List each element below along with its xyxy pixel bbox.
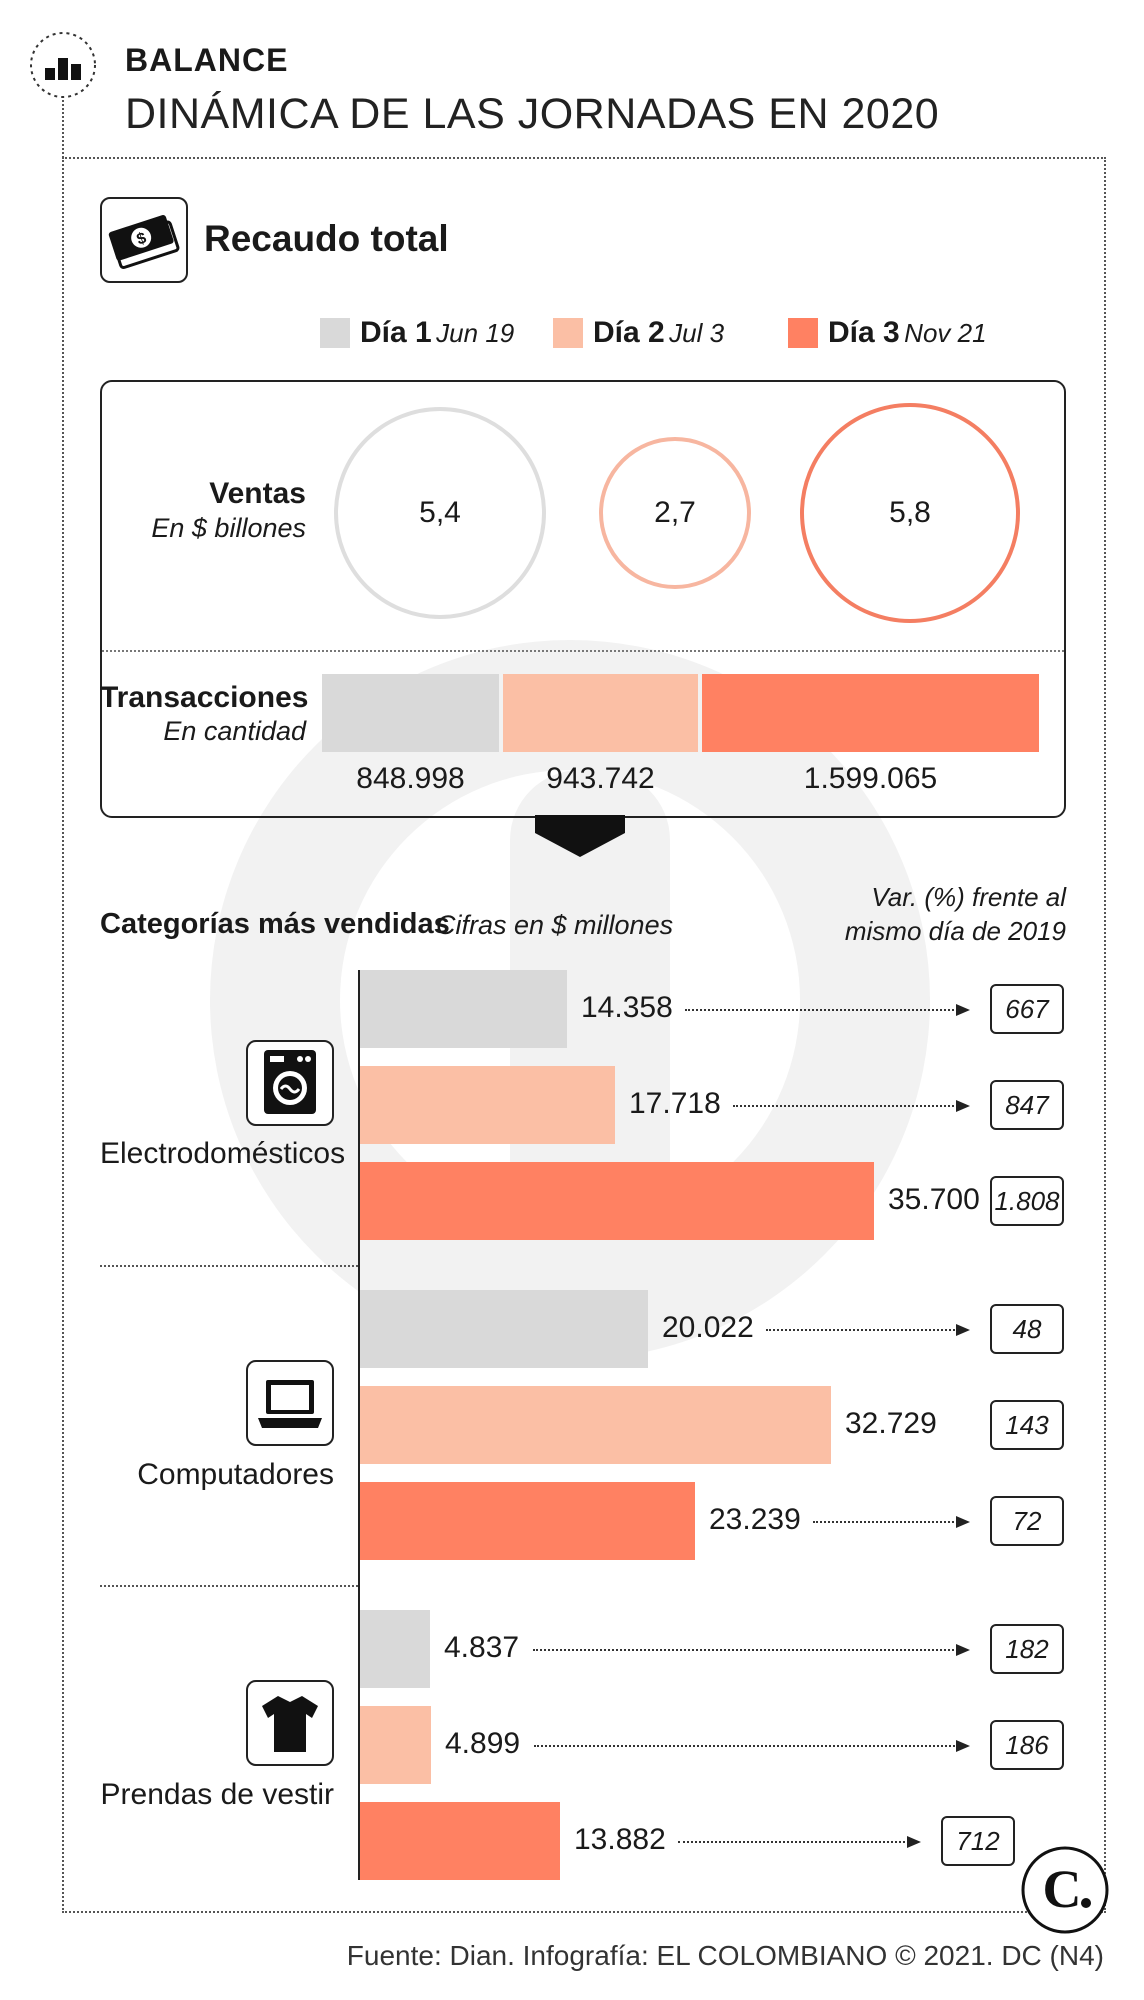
panel-divider — [102, 650, 1064, 652]
ventas-value-day3: 5,8 — [889, 496, 931, 529]
section-title: Recaudo total — [204, 218, 449, 259]
source-credit: Fuente: Dian. Infografía: EL COLOMBIANO … — [346, 1940, 1104, 1971]
categories-subtitle: Cifras en $ millones — [436, 910, 674, 940]
washing-machine-icon — [246, 1040, 334, 1126]
category-separator — [100, 1585, 358, 1587]
legend-swatch-day2 — [553, 318, 583, 348]
categories-title: Categorías más vendidas — [100, 908, 450, 940]
transacciones-value-day3: 1.599.065 — [803, 762, 938, 795]
money-icon: $ — [100, 197, 188, 283]
category-label-electrodomesticos: Electrodomésticos — [100, 1137, 346, 1170]
legend-swatch-day1 — [320, 318, 350, 348]
category-label-computadores: Computadores — [137, 1458, 334, 1491]
transacciones-sublabel: En cantidad — [163, 716, 306, 746]
legend-item-day3: Día 3 Nov 21 — [828, 316, 987, 350]
legend-day3-label: Día 3 — [828, 316, 900, 349]
legend-day1-label: Día 1 — [360, 316, 432, 349]
legend-item-day2: Día 2 Jul 3 — [593, 316, 724, 350]
ventas-bubbles — [334, 403, 1020, 623]
el-colombiano-logo: C — [1021, 1846, 1109, 1934]
content-frame — [62, 157, 1106, 1913]
down-arrow-icon — [535, 815, 625, 857]
category-separator — [100, 1265, 358, 1267]
ventas-value-day2: 2,7 — [654, 496, 696, 529]
transacciones-bar-day1 — [322, 674, 499, 752]
chart-logo-icon — [30, 32, 96, 98]
legend-day3-date: Nov 21 — [904, 318, 987, 348]
headline: DINÁMICA DE LAS JORNADAS EN 2020 — [125, 90, 940, 138]
category-label-prendas: Prendas de vestir — [100, 1778, 334, 1811]
variation-note: Var. (%) frente al mismo día de 2019 — [790, 880, 1066, 948]
ventas-label: Ventas — [209, 477, 306, 510]
frame-lead-line — [62, 100, 64, 158]
variation-note-line2: mismo día de 2019 — [844, 916, 1066, 946]
kicker: BALANCE — [125, 42, 289, 78]
transacciones-value-day1: 848.998 — [356, 762, 465, 795]
t-shirt-icon — [246, 1680, 334, 1766]
svg-text:C: C — [1043, 1859, 1082, 1919]
ventas-value-day1: 5,4 — [419, 496, 461, 529]
variation-note-line1: Var. (%) frente al — [871, 882, 1066, 912]
transacciones-value-day2: 943.742 — [546, 762, 655, 795]
ventas-bubble-day1 — [334, 407, 546, 619]
ventas-bubble-day2 — [599, 437, 751, 589]
legend-day2-date: Jul 3 — [669, 318, 725, 348]
transacciones-bar-day3 — [702, 674, 1039, 752]
transacciones-label: Transacciones — [100, 681, 309, 714]
legend-day2-label: Día 2 — [593, 316, 665, 349]
chart-axis — [358, 970, 360, 1880]
ventas-sublabel: En $ billones — [151, 513, 306, 543]
legend-item-day1: Día 1 Jun 19 — [360, 316, 514, 350]
laptop-icon — [246, 1360, 334, 1446]
legend-swatch-day3 — [788, 318, 818, 348]
legend-day1-date: Jun 19 — [436, 318, 515, 348]
ventas-bubble-day3 — [800, 403, 1020, 623]
transacciones-bar-day2 — [503, 674, 698, 752]
